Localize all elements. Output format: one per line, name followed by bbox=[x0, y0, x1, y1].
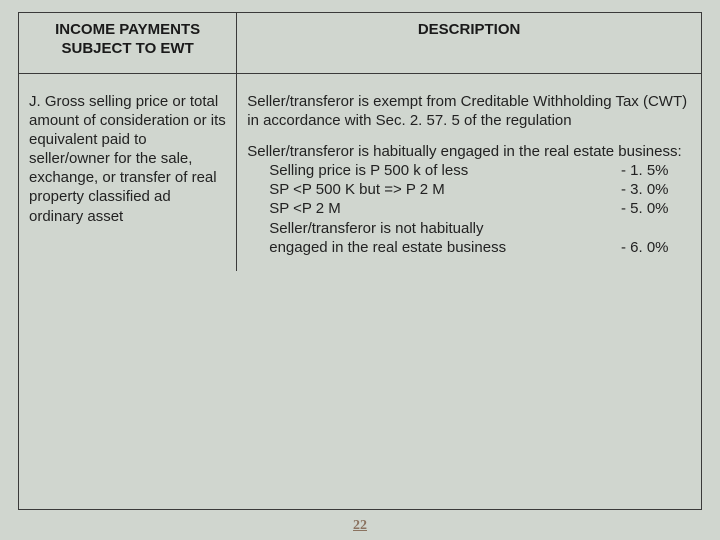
table-body-row: J. Gross selling price or total amount o… bbox=[19, 74, 701, 272]
rate-value: - 5. 0% bbox=[621, 199, 691, 218]
rate-value: - 1. 5% bbox=[621, 161, 691, 180]
not-habitual-rate: - 6. 0% bbox=[621, 238, 691, 257]
rate-label: SP <P 500 K but => P 2 M bbox=[247, 180, 621, 199]
rate-label: Selling price is P 500 k of less bbox=[247, 161, 621, 180]
rate-value: - 3. 0% bbox=[621, 180, 691, 199]
table-header-row: INCOME PAYMENTS SUBJECT TO EWT DESCRIPTI… bbox=[19, 13, 701, 74]
not-habitual-line2: engaged in the real estate business - 6.… bbox=[247, 238, 691, 257]
desc-para1: Seller/transferor is exempt from Credita… bbox=[247, 92, 691, 130]
header-left-line1: INCOME PAYMENTS bbox=[29, 21, 226, 40]
empty-rate bbox=[621, 219, 691, 238]
page-number: 22 bbox=[0, 518, 720, 534]
body-right: Seller/transferor is exempt from Credita… bbox=[237, 74, 701, 272]
not-habitual-line1: Seller/transferor is not habitually bbox=[247, 219, 691, 238]
rate-label: SP <P 2 M bbox=[247, 199, 621, 218]
header-right: DESCRIPTION bbox=[237, 13, 701, 73]
body-left: J. Gross selling price or total amount o… bbox=[19, 74, 237, 272]
desc-intro: Seller/transferor is habitually engaged … bbox=[247, 142, 691, 161]
header-left-line2: SUBJECT TO EWT bbox=[29, 40, 226, 59]
header-right-text: DESCRIPTION bbox=[418, 21, 521, 38]
rate-line: Selling price is P 500 k of less - 1. 5% bbox=[247, 161, 691, 180]
not-habitual-label1: Seller/transferor is not habitually bbox=[247, 219, 621, 238]
slide-table: INCOME PAYMENTS SUBJECT TO EWT DESCRIPTI… bbox=[18, 12, 702, 510]
rate-line: SP <P 500 K but => P 2 M - 3. 0% bbox=[247, 180, 691, 199]
header-left: INCOME PAYMENTS SUBJECT TO EWT bbox=[19, 13, 237, 73]
body-left-text: J. Gross selling price or total amount o… bbox=[29, 93, 226, 225]
rate-line: SP <P 2 M - 5. 0% bbox=[247, 199, 691, 218]
not-habitual-label2: engaged in the real estate business bbox=[247, 238, 621, 257]
